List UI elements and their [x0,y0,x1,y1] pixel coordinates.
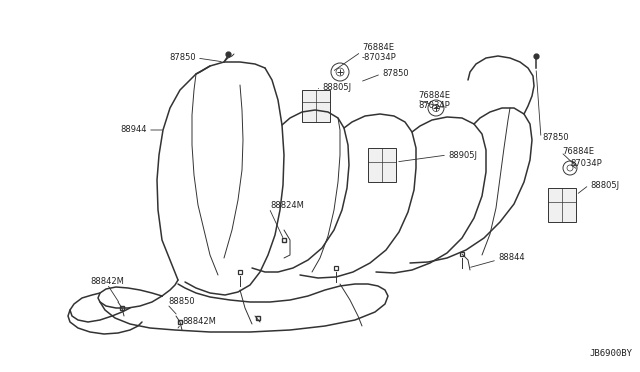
Text: 88844: 88844 [498,253,525,263]
Text: JB6900BY: JB6900BY [589,349,632,358]
FancyBboxPatch shape [368,148,396,182]
Text: 88850: 88850 [168,298,195,307]
Text: 87034P: 87034P [570,158,602,167]
Text: 87850: 87850 [170,54,196,62]
Text: 87850: 87850 [542,134,568,142]
Text: 88944: 88944 [120,125,147,135]
Text: 88842M: 88842M [182,317,216,327]
Text: 88842M: 88842M [90,278,124,286]
Text: -87034P: -87034P [362,54,397,62]
FancyBboxPatch shape [548,188,576,222]
FancyBboxPatch shape [302,90,330,122]
Text: 88805J: 88805J [590,180,619,189]
Text: 76884E: 76884E [362,44,394,52]
Text: 88905J: 88905J [448,151,477,160]
Text: 87034P: 87034P [418,102,450,110]
Text: 88805J: 88805J [322,83,351,92]
Text: 88824M: 88824M [270,201,304,209]
Text: 76884E: 76884E [562,148,594,157]
Text: 87850: 87850 [382,70,408,78]
Text: 76884E: 76884E [418,90,450,99]
